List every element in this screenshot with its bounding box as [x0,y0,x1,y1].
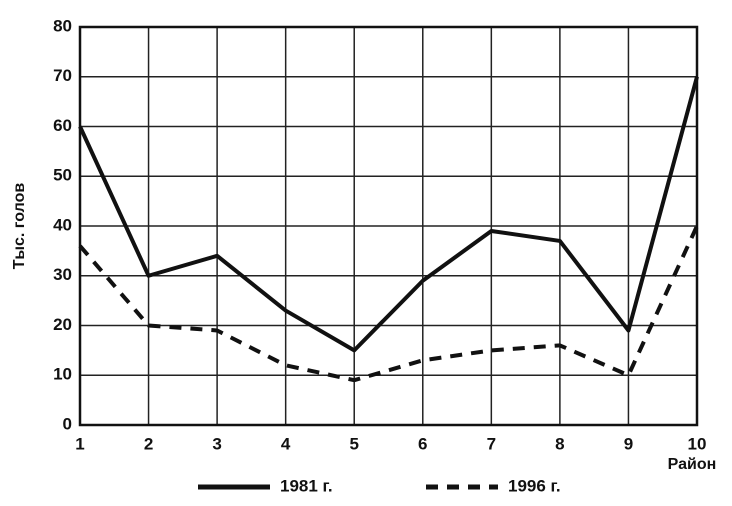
x-tick-label: 8 [555,434,564,453]
y-tick-label: 10 [53,365,72,384]
x-tick-label: 10 [688,434,707,453]
y-axis-label: Тыс. голов [11,183,28,270]
x-tick-label: 5 [349,434,358,453]
y-tick-label: 80 [53,16,72,35]
x-tick-label: 7 [487,434,496,453]
x-tick-label: 6 [418,434,427,453]
y-tick-label: 0 [63,414,72,433]
x-axis-label: Район [668,456,717,473]
legend-label: 1996 г. [508,476,561,495]
x-tick-label: 1 [75,434,84,453]
x-tick-label: 9 [624,434,633,453]
y-tick-label: 40 [53,215,72,234]
data-line [78,225,699,383]
y-tick-label: 60 [53,116,72,135]
y-tick-label: 50 [53,166,72,185]
x-tick-label: 4 [281,434,291,453]
x-tick-label: 2 [144,434,153,453]
y-tick-label: 70 [53,66,72,85]
y-tick-label: 30 [53,265,72,284]
legend-label: 1981 г. [280,476,333,495]
data-line [78,76,699,353]
y-tick-label: 20 [53,315,72,334]
plot-frame [78,25,699,427]
x-tick-label: 3 [212,434,221,453]
